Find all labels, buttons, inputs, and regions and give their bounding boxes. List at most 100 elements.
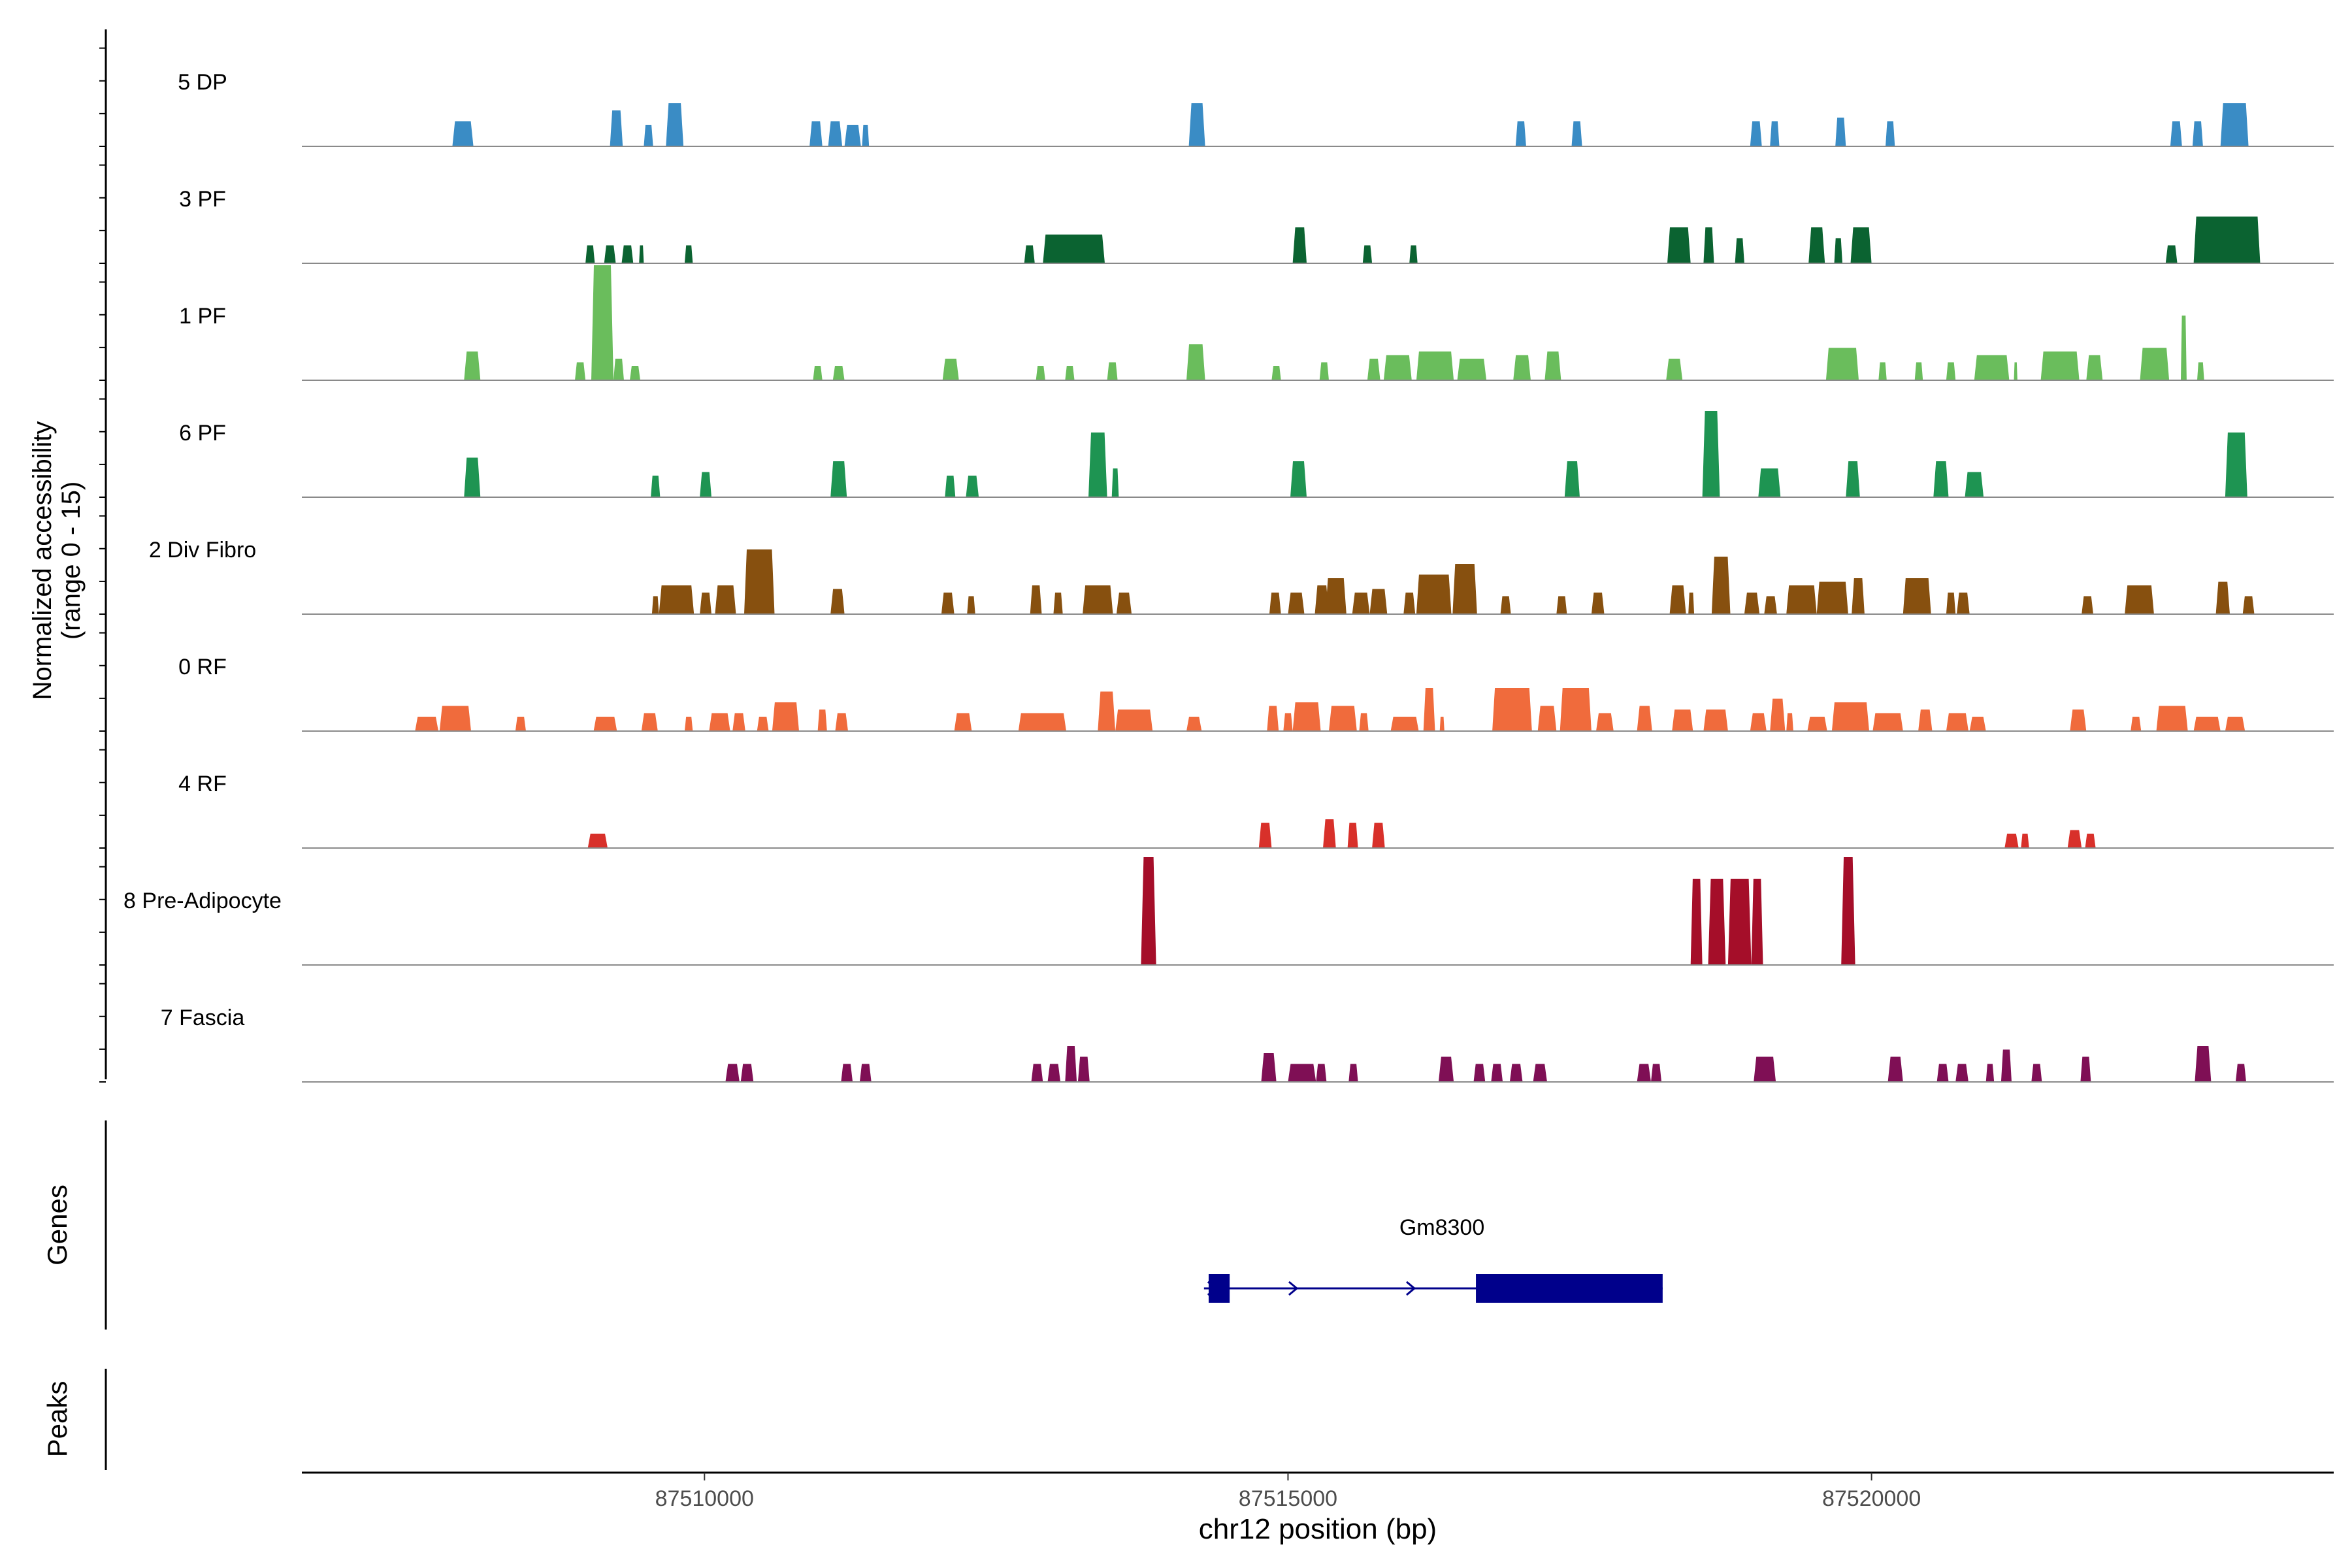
track-label: 1 PF: [179, 304, 226, 329]
coverage-peak: [1764, 596, 1777, 614]
coverage-peak: [1416, 351, 1454, 380]
coverage-peak: [464, 457, 481, 497]
coverage-peak: [2004, 834, 2019, 848]
coverage-peak: [1116, 593, 1132, 614]
track-0-rf: 0 RF: [178, 655, 2334, 732]
coverage-peak: [452, 121, 474, 146]
coverage-peak: [1267, 706, 1279, 731]
coverage-peak: [1688, 593, 1695, 614]
coverage-peak: [2125, 585, 2154, 614]
coverage-peak: [1053, 593, 1063, 614]
coverage-peak: [1359, 713, 1369, 731]
coverage-peak: [1711, 557, 1731, 614]
coverage-peak: [1107, 362, 1118, 380]
coverage-peak: [593, 717, 617, 731]
track-1-pf: 1 PF: [179, 265, 2334, 381]
coverage-peak: [1571, 121, 1582, 146]
coverage-peak: [1452, 564, 1477, 614]
coverage-peak: [1457, 359, 1487, 380]
coverage-peak: [1750, 713, 1767, 731]
coverage-peak: [1702, 411, 1720, 497]
coverage-peak: [1325, 578, 1347, 614]
coverage-peak: [2181, 316, 2187, 380]
coverage-peak: [830, 589, 845, 614]
coverage-peak: [2225, 433, 2247, 497]
coverage-peak: [1533, 1064, 1547, 1082]
coverage-peak: [2192, 121, 2203, 146]
coverage-peak: [2031, 1064, 2042, 1082]
coverage-peak: [1473, 1064, 1486, 1082]
track-7-fascia: 7 Fascia: [161, 1005, 2334, 1083]
coverage-peak: [844, 125, 861, 146]
coverage-peak: [1186, 344, 1205, 380]
coverage-peak: [651, 476, 661, 497]
coverage-peak: [966, 476, 979, 497]
coverage-peak: [1969, 717, 1986, 731]
coverage-peak: [1914, 362, 1923, 380]
coverage-peak: [2170, 121, 2182, 146]
coverage-peak: [1846, 461, 1860, 497]
coverage-peak: [1315, 585, 1329, 614]
coverage-peak: [641, 713, 658, 731]
coverage-y-axis-ticks: [99, 47, 106, 1083]
coverage-peak: [1065, 1046, 1077, 1082]
coverage-peak: [464, 351, 481, 380]
coverage-peak: [942, 359, 959, 380]
coverage-peak: [2220, 103, 2249, 146]
coverage-peak: [587, 834, 608, 848]
coverage-peak: [1491, 1064, 1503, 1082]
coverage-peak: [809, 121, 823, 146]
genes-panel-label: Genes: [42, 1184, 73, 1266]
coverage-peak: [1744, 593, 1760, 614]
coverage-peak: [1271, 366, 1281, 380]
coverage-peak: [832, 366, 845, 380]
coverage-peak: [1111, 468, 1119, 497]
gene-name-label: Gm8300: [1399, 1215, 1484, 1240]
gene-exon: [1476, 1274, 1663, 1303]
x-tick-label: 87510000: [655, 1486, 754, 1511]
y-axis-title-line1: Normalized accessibility: [28, 421, 57, 700]
coverage-peak: [604, 245, 616, 263]
coverage-peak: [830, 461, 847, 497]
coverage-peak: [2001, 1049, 2012, 1082]
coverage-peak: [732, 713, 745, 731]
coverage-peak: [945, 476, 956, 497]
coverage-peak: [644, 125, 653, 146]
coverage-peak: [2195, 1046, 2212, 1082]
coverage-peak: [1637, 1064, 1651, 1082]
coverage-peak: [1878, 362, 1887, 380]
coverage-peak: [1024, 245, 1035, 263]
coverage-peak: [2082, 596, 2093, 614]
coverage-peak: [1283, 713, 1293, 731]
coverage-peak: [700, 472, 711, 497]
track-3-pf: 3 PF: [179, 187, 2334, 264]
track-5-dp: 5 DP: [178, 70, 2334, 147]
coverage-peak: [2193, 717, 2221, 731]
coverage-peak: [1703, 710, 1728, 731]
coverage-peak: [1352, 593, 1370, 614]
coverage-peak: [1596, 713, 1614, 731]
coverage-peak: [1850, 227, 1872, 263]
track-label: 6 PF: [179, 421, 226, 446]
coverage-peak: [1770, 121, 1780, 146]
coverage-peak: [1667, 227, 1691, 263]
coverage-peak: [575, 362, 586, 380]
track-label: 7 Fascia: [161, 1005, 245, 1030]
coverage-peak: [1083, 585, 1113, 614]
coverage-peak: [585, 245, 595, 263]
coverage-peak: [1770, 698, 1786, 731]
coverage-peak: [1708, 879, 1726, 965]
coverage-peak: [1544, 351, 1561, 380]
coverage-peak: [859, 1064, 872, 1082]
coverage-peak: [1808, 227, 1825, 263]
coverage-peak: [1556, 596, 1567, 614]
coverage-peak: [1727, 879, 1752, 965]
coverage-peak: [2131, 717, 2142, 731]
coverage-peak: [700, 593, 711, 614]
track-label: 4 RF: [178, 772, 227, 796]
strand-arrow: [1405, 1281, 1416, 1296]
coverage-peak: [1043, 235, 1105, 263]
coverage-peak: [1077, 1056, 1090, 1082]
coverage-peak: [1834, 238, 1842, 263]
